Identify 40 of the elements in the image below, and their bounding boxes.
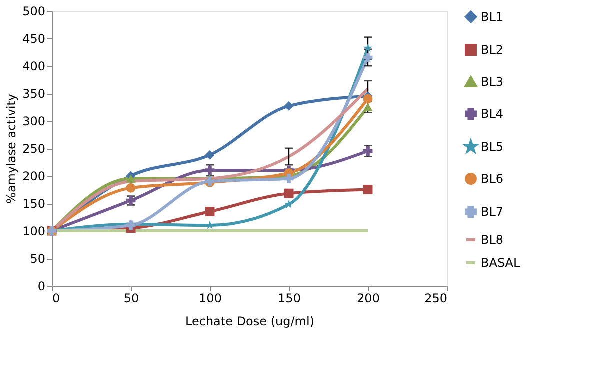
x-tick-label: 150: [278, 292, 301, 306]
point: [363, 94, 373, 104]
legend-label: BASAL: [481, 256, 520, 270]
legend-label: BL4: [481, 107, 504, 121]
point: [284, 174, 294, 184]
legend-label: BL1: [481, 10, 504, 24]
y-axis-title: %amylase activity: [4, 94, 19, 204]
legend-label: BL8: [481, 233, 504, 247]
x-tick-label: 100: [199, 292, 222, 306]
legend-label: BL5: [481, 140, 504, 154]
legend-label: BL7: [481, 205, 504, 219]
y-tick-label: 0: [38, 280, 46, 294]
legend-label: BL6: [481, 172, 504, 186]
point: [363, 103, 373, 112]
point: [284, 188, 294, 198]
point: [126, 183, 136, 193]
y-tick-label: 200: [22, 170, 46, 184]
legend-label: BL3: [481, 75, 504, 89]
point: [284, 101, 294, 111]
legend-label: BL2: [481, 43, 504, 57]
y-tick-label: 400: [22, 60, 46, 74]
y-tick-label: 250: [22, 142, 46, 156]
y-tick-label: 150: [22, 197, 46, 211]
y-tick-label: 450: [22, 32, 46, 46]
point: [363, 44, 373, 52]
y-tick-label: 100: [22, 224, 46, 238]
y-tick-label: 50: [30, 252, 46, 266]
x-tick-label: 200: [357, 292, 380, 306]
x-tick-label: 50: [124, 292, 140, 306]
x-tick-label: 0: [52, 292, 60, 306]
x-tick-label: 250: [424, 292, 448, 306]
x-axis-title: Lechate Dose (ug/ml): [186, 314, 314, 328]
y-tick-label: 300: [22, 114, 46, 128]
y-tick-label: 350: [22, 87, 46, 101]
y-tick-label: 500: [22, 4, 46, 18]
point: [205, 150, 215, 160]
point: [363, 53, 373, 62]
point: [363, 185, 373, 194]
point: [126, 174, 136, 183]
point: [205, 207, 215, 216]
